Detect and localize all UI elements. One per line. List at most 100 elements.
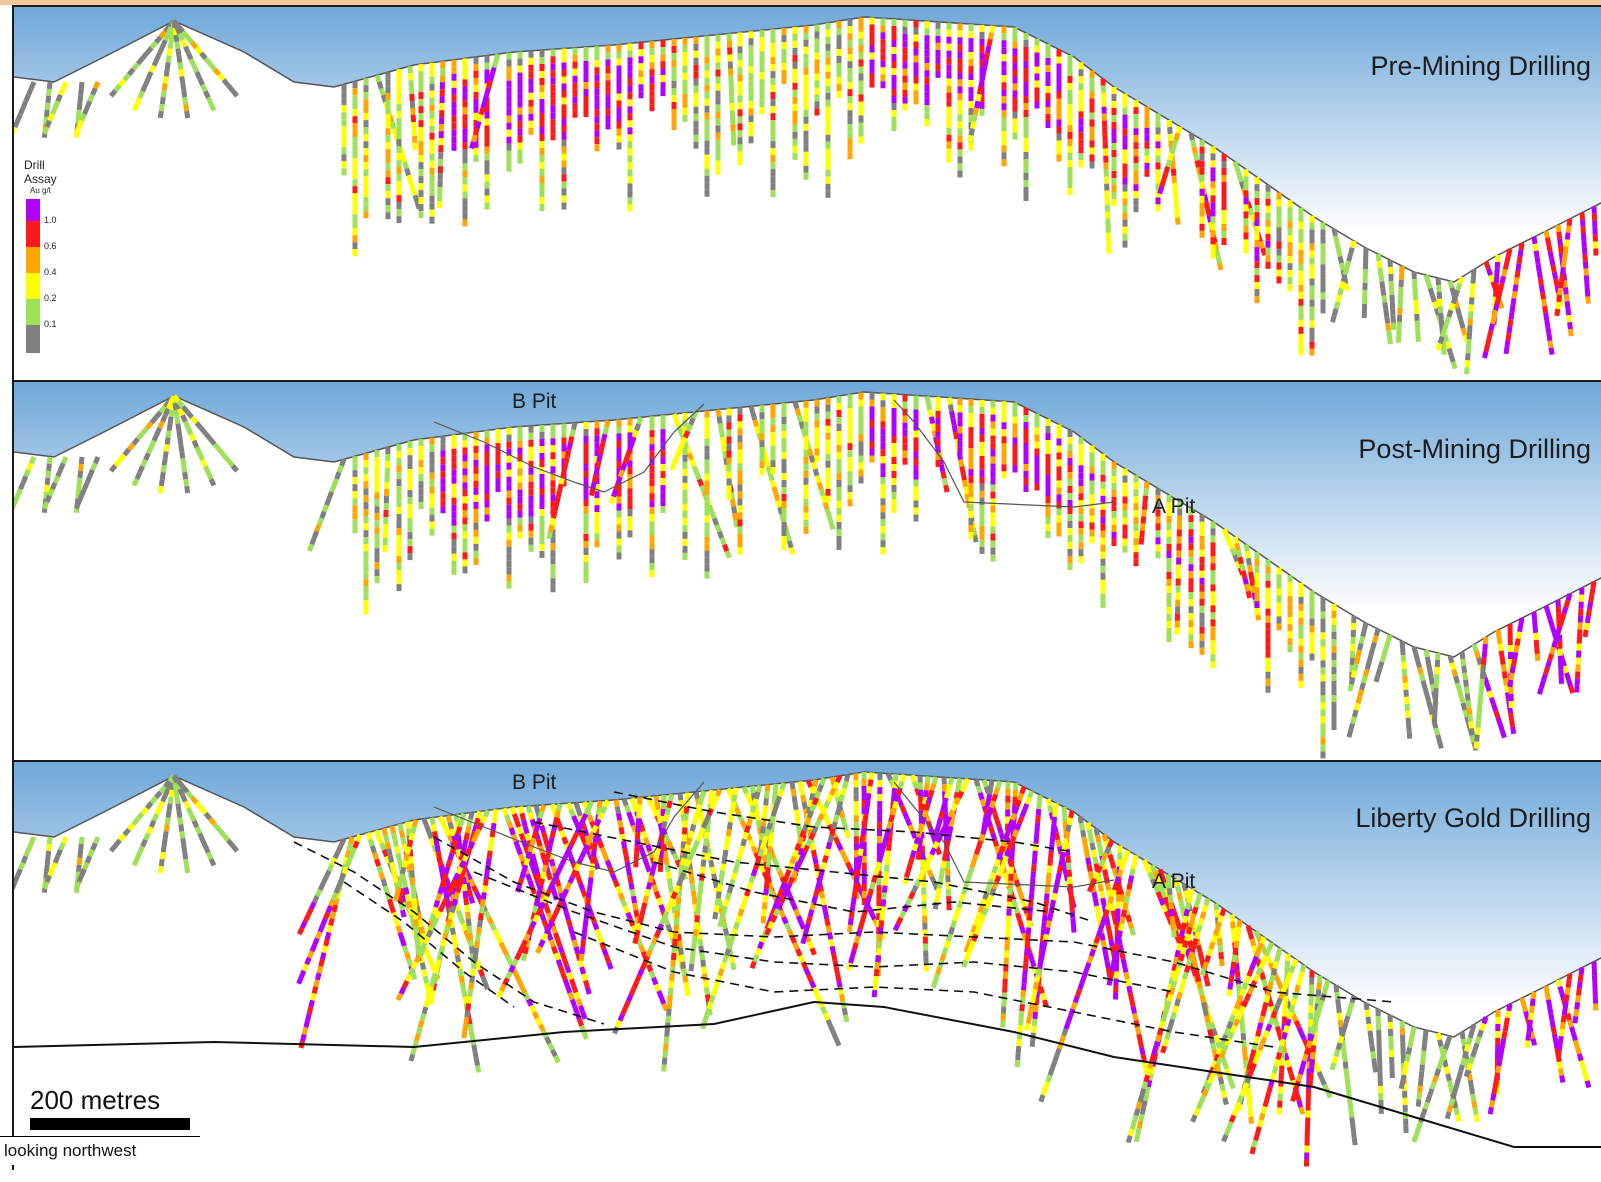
- assay-interval: [1481, 657, 1487, 666]
- drill-hole: [1447, 280, 1470, 343]
- assay-interval: [521, 819, 528, 828]
- assay-interval: [557, 945, 565, 954]
- assay-interval: [311, 530, 320, 539]
- assay-interval: [332, 850, 341, 860]
- assay-interval: [1461, 665, 1468, 674]
- assay-interval: [309, 943, 317, 953]
- assay-interval: [396, 880, 404, 889]
- assay-interval: [1559, 613, 1567, 622]
- assay-interval: [393, 893, 400, 902]
- assay-interval: [938, 464, 946, 473]
- assay-interval: [146, 71, 154, 80]
- assay-interval: [435, 893, 443, 902]
- assay-interval: [301, 1026, 309, 1035]
- assay-interval: [553, 869, 562, 879]
- assay-interval: [1175, 125, 1183, 135]
- assay-interval: [1536, 271, 1543, 279]
- assay-interval: [571, 832, 580, 841]
- assay-interval: [1385, 634, 1393, 643]
- assay-interval: [1334, 242, 1341, 251]
- assay-interval: [175, 423, 182, 432]
- assay-interval: [386, 848, 393, 857]
- drill-hole: [1346, 628, 1381, 738]
- assay-interval: [1466, 332, 1473, 340]
- assay-interval: [633, 853, 640, 861]
- assay-interval: [1457, 276, 1465, 285]
- assay-interval: [208, 437, 217, 446]
- assay-interval: [561, 888, 570, 897]
- assay-interval: [513, 973, 522, 982]
- assay-interval: [686, 452, 694, 461]
- assay-interval: [569, 998, 577, 1007]
- assay-interval: [409, 870, 415, 878]
- assay-interval: [1485, 267, 1493, 277]
- assay-interval: [1449, 287, 1457, 296]
- drill-hole: [461, 808, 499, 1039]
- assay-interval: [501, 947, 510, 957]
- assay-interval: [146, 826, 154, 835]
- assay-interval: [593, 818, 602, 827]
- assay-interval: [1495, 716, 1503, 726]
- assay-interval: [1544, 237, 1552, 246]
- assay-interval: [630, 824, 638, 833]
- assay-interval: [161, 83, 168, 91]
- assay-interval: [1437, 336, 1445, 345]
- section-post-mining: [14, 382, 1601, 760]
- assay-interval: [164, 817, 171, 825]
- assay-interval: [188, 433, 197, 442]
- assay-interval: [344, 859, 352, 869]
- assay-interval: [203, 56, 213, 66]
- assay-interval: [466, 818, 473, 827]
- assay-interval: [15, 868, 23, 877]
- assay-interval: [1333, 301, 1341, 310]
- drill-hole: [496, 800, 595, 999]
- assay-interval: [1533, 639, 1540, 648]
- assay-interval: [1174, 210, 1180, 218]
- assay-interval: [453, 880, 460, 889]
- assay-interval: [319, 952, 327, 961]
- assay-interval: [625, 868, 633, 877]
- assay-interval: [372, 851, 379, 861]
- top-accent-strip: [0, 0, 1601, 5]
- assay-interval: [430, 972, 438, 981]
- drill-hole: [395, 809, 491, 1002]
- assay-interval: [582, 918, 589, 927]
- assay-interval: [1507, 318, 1514, 327]
- assay-interval: [604, 859, 613, 869]
- assay-interval: [1471, 643, 1479, 652]
- assay-interval: [623, 804, 631, 814]
- assay-interval: [1473, 741, 1480, 749]
- assay-interval: [567, 926, 575, 935]
- assay-interval: [533, 804, 541, 813]
- assay-interval: [547, 524, 555, 533]
- assay-interval: [50, 861, 58, 871]
- assay-interval: [1411, 278, 1418, 287]
- assay-interval: [181, 30, 190, 39]
- assay-interval: [415, 1026, 423, 1035]
- assay-interval: [1503, 346, 1510, 355]
- assay-interval: [975, 93, 982, 102]
- assay-interval: [525, 998, 534, 1007]
- assay-interval: [126, 822, 136, 832]
- assay-interval: [1248, 571, 1255, 580]
- assay-interval: [941, 477, 949, 486]
- assay-interval: [671, 852, 680, 862]
- assay-interval: [560, 469, 567, 478]
- assay-interval: [529, 920, 537, 929]
- assay-interval: [460, 864, 468, 873]
- assay-interval: [226, 458, 235, 468]
- assay-interval: [131, 478, 140, 487]
- assay-interval: [190, 795, 199, 805]
- assay-interval: [1382, 302, 1389, 310]
- assay-interval: [1460, 658, 1467, 667]
- assay-interval: [533, 898, 541, 907]
- drill-hole: [1411, 271, 1421, 343]
- assay-interval: [583, 806, 592, 816]
- assay-interval: [631, 803, 639, 813]
- assay-interval: [1497, 300, 1505, 310]
- assay-interval: [165, 430, 172, 438]
- assay-interval: [321, 504, 329, 513]
- assay-interval: [194, 826, 202, 835]
- assay-interval: [443, 828, 452, 837]
- assay-interval: [1337, 287, 1344, 296]
